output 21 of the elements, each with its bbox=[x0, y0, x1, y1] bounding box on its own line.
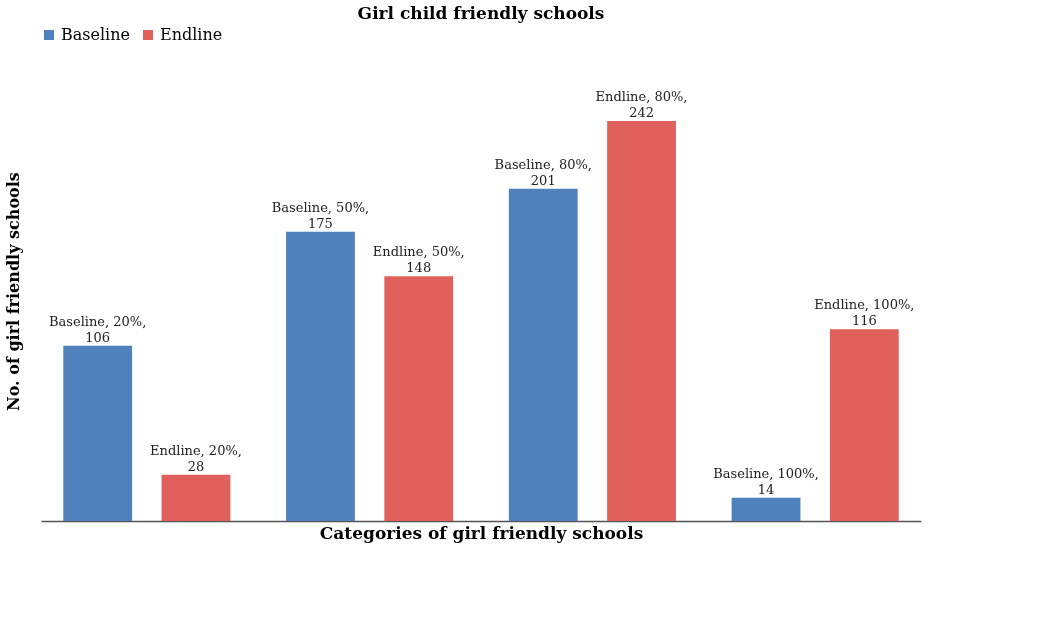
y-axis-title: No. of girl friendly schools bbox=[3, 172, 23, 411]
bar bbox=[286, 231, 355, 521]
data-label: Endline, 50%, 148 bbox=[372, 244, 465, 276]
data-label: Baseline, 100%, 14 bbox=[713, 465, 819, 497]
bar bbox=[508, 188, 578, 521]
data-label: Baseline, 80%, 201 bbox=[494, 156, 592, 188]
legend-label: Baseline bbox=[61, 25, 130, 44]
bar bbox=[829, 329, 899, 521]
data-label: Endline, 20%, 28 bbox=[150, 442, 242, 474]
data-label: Baseline, 20%, 106 bbox=[49, 313, 147, 345]
data-label: Endline, 80%, 242 bbox=[595, 89, 688, 120]
legend-label: Endline bbox=[160, 25, 223, 44]
bar bbox=[161, 474, 231, 521]
data-label: Endline, 100%, 116 bbox=[814, 297, 915, 329]
bar bbox=[607, 121, 676, 521]
bar bbox=[731, 497, 801, 521]
x-axis-title: Categories of girl friendly schools bbox=[319, 522, 644, 543]
data-label: Baseline, 50%, 175 bbox=[271, 199, 370, 231]
bar bbox=[63, 345, 133, 521]
chart-title: Girl child friendly schools bbox=[357, 3, 605, 23]
bar bbox=[384, 276, 454, 521]
